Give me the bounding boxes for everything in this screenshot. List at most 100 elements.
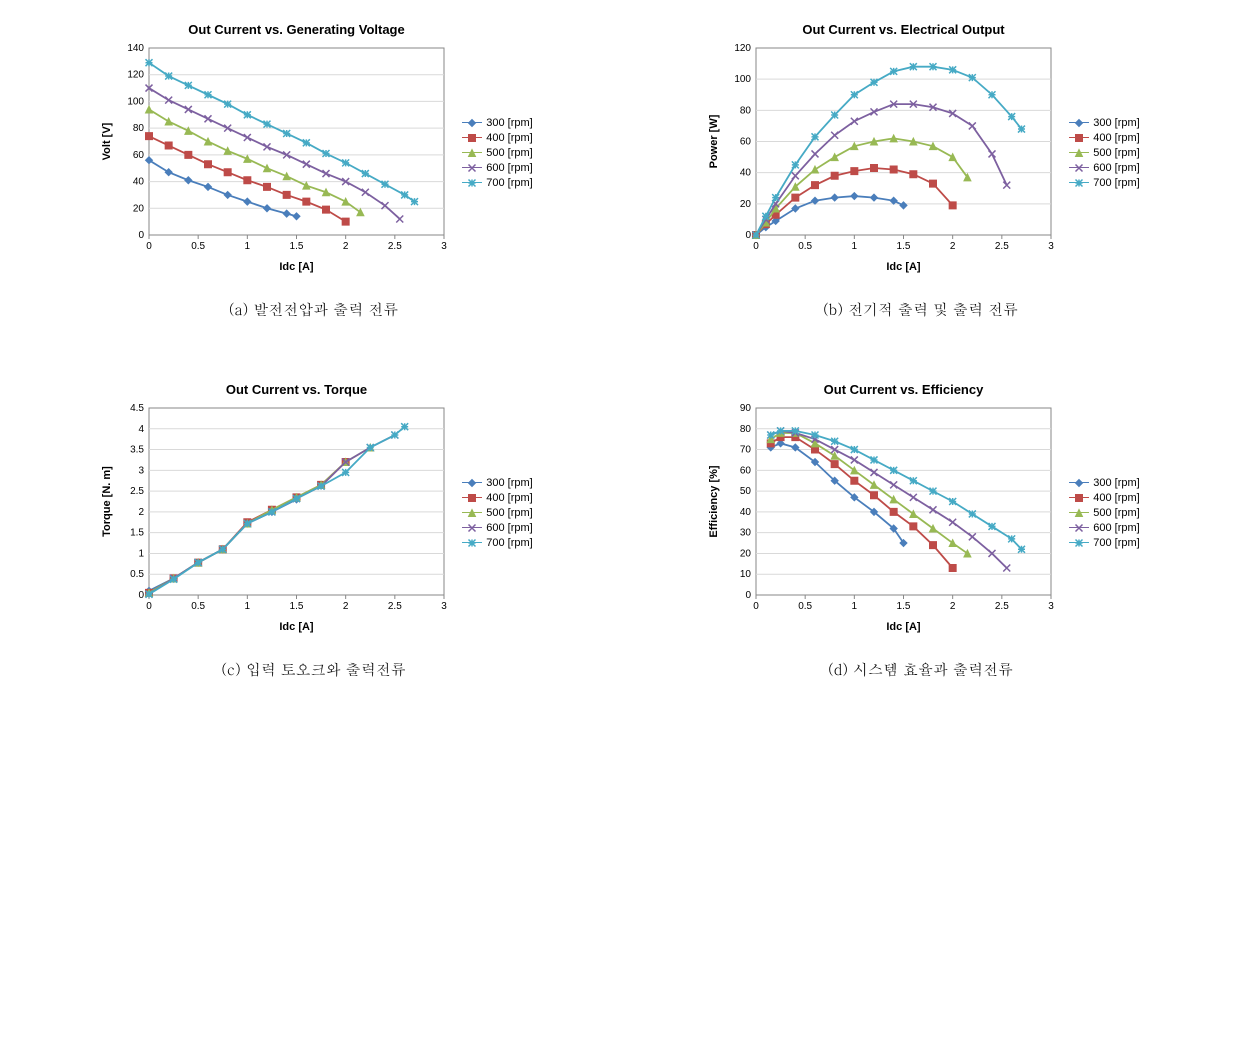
svg-text:10: 10: [740, 569, 752, 580]
svg-text:2.5: 2.5: [388, 241, 402, 252]
svg-text:120: 120: [735, 43, 752, 54]
svg-text:0.5: 0.5: [798, 601, 812, 612]
chart-grid: Out Current vs. Generating Voltage020406…: [20, 20, 1214, 680]
svg-text:20: 20: [740, 548, 752, 559]
legend-item: 400 [rpm]: [1069, 492, 1139, 504]
svg-text:1: 1: [852, 601, 858, 612]
svg-text:80: 80: [740, 424, 752, 435]
legend-item: 600 [rpm]: [462, 522, 532, 534]
caption-b: (b) 전기적 출력 및 출력 전류: [823, 299, 1018, 320]
svg-text:0: 0: [746, 230, 752, 241]
svg-text:0.5: 0.5: [798, 241, 812, 252]
legend-item: 400 [rpm]: [462, 132, 532, 144]
svg-text:Idc [A]: Idc [A]: [887, 261, 922, 273]
legend-item: 600 [rpm]: [1069, 162, 1139, 174]
svg-text:2: 2: [139, 507, 145, 518]
legend-item: 300 [rpm]: [462, 117, 532, 129]
legend-item: 300 [rpm]: [1069, 477, 1139, 489]
svg-text:100: 100: [735, 74, 752, 85]
legend-b: 300 [rpm] 400 [rpm] 500 [rpm] 600 [rpm] 700 …: [1069, 114, 1139, 192]
svg-text:1: 1: [245, 601, 251, 612]
legend-item: 500 [rpm]: [1069, 147, 1139, 159]
svg-text:3: 3: [1048, 241, 1054, 252]
chart-b: Out Current vs. Electrical Output0204060…: [701, 20, 1061, 285]
svg-text:3: 3: [441, 601, 447, 612]
svg-text:Out Current vs. Torque: Out Current vs. Torque: [226, 382, 367, 397]
svg-text:1.5: 1.5: [290, 601, 304, 612]
svg-text:60: 60: [740, 137, 752, 148]
legend-item: 700 [rpm]: [462, 537, 532, 549]
panel-d: Out Current vs. Efficiency01020304050607…: [627, 380, 1214, 680]
svg-text:2.5: 2.5: [388, 601, 402, 612]
svg-text:60: 60: [740, 465, 752, 476]
svg-text:120: 120: [128, 70, 145, 81]
svg-text:2.5: 2.5: [995, 241, 1009, 252]
svg-text:1: 1: [139, 548, 145, 559]
caption-d: (d) 시스템 효율과 출력전류: [828, 659, 1013, 680]
svg-text:80: 80: [740, 105, 752, 116]
legend-item: 600 [rpm]: [1069, 522, 1139, 534]
svg-text:3.5: 3.5: [130, 445, 144, 456]
caption-a: (a) 발전전압과 출력 전류: [229, 299, 398, 320]
svg-text:100: 100: [128, 96, 145, 107]
svg-text:Idc [A]: Idc [A]: [280, 261, 315, 273]
svg-text:70: 70: [740, 445, 752, 456]
legend-item: 500 [rpm]: [1069, 507, 1139, 519]
svg-text:1.5: 1.5: [290, 241, 304, 252]
svg-text:1.5: 1.5: [897, 601, 911, 612]
svg-text:Volt [V]: Volt [V]: [101, 122, 113, 160]
legend-item: 600 [rpm]: [462, 162, 532, 174]
svg-text:Idc [A]: Idc [A]: [280, 621, 315, 633]
svg-text:Out Current vs. Efficiency: Out Current vs. Efficiency: [824, 382, 984, 397]
svg-text:Idc [A]: Idc [A]: [887, 621, 922, 633]
chart-a: Out Current vs. Generating Voltage020406…: [94, 20, 454, 285]
chart-c: Out Current vs. Torque 0 0.5 1 1.5 2 2.5 3 3.5 4 4…: [94, 380, 454, 645]
svg-text:0: 0: [753, 241, 759, 252]
legend-item: 400 [rpm]: [1069, 132, 1139, 144]
svg-text:1.5: 1.5: [897, 241, 911, 252]
svg-text:1: 1: [245, 241, 251, 252]
svg-text:3: 3: [441, 241, 447, 252]
svg-text:4: 4: [139, 424, 145, 435]
caption-c: (c) 입력 토오크와 출력전류: [221, 659, 405, 680]
svg-text:30: 30: [740, 528, 752, 539]
svg-text:90: 90: [740, 403, 752, 414]
chart-d: Out Current vs. Efficiency01020304050607…: [701, 380, 1061, 645]
svg-text:80: 80: [133, 123, 145, 134]
svg-text:0: 0: [139, 230, 145, 241]
svg-text:Power [W]: Power [W]: [708, 114, 720, 168]
svg-text:1: 1: [852, 241, 858, 252]
svg-text:20: 20: [133, 203, 145, 214]
svg-text:60: 60: [133, 150, 145, 161]
svg-text:2.5: 2.5: [130, 486, 144, 497]
legend-a: 300 [rpm]400 [rpm]500 [rpm]600 [rpm]700 …: [462, 114, 532, 192]
svg-text:3: 3: [1048, 601, 1054, 612]
svg-text:40: 40: [740, 168, 752, 179]
svg-text:0: 0: [753, 601, 759, 612]
legend-d: 300 [rpm] 400 [rpm] 500 [rpm] 600 [rpm] 700 …: [1069, 474, 1139, 552]
legend-item: 700 [rpm]: [1069, 177, 1139, 189]
svg-text:2: 2: [950, 241, 956, 252]
legend-item: 500 [rpm]: [462, 507, 532, 519]
svg-text:0.5: 0.5: [191, 601, 205, 612]
legend-item: 300 [rpm]: [1069, 117, 1139, 129]
svg-text:140: 140: [128, 43, 145, 54]
svg-text:Out Current vs. Generating Vol: Out Current vs. Generating Voltage: [189, 22, 405, 37]
svg-text:4.5: 4.5: [130, 403, 144, 414]
svg-text:20: 20: [740, 199, 752, 210]
legend-c: 300 [rpm]400 [rpm]500 [rpm]600 [rpm]700 …: [462, 474, 532, 552]
svg-text:0: 0: [139, 590, 145, 601]
svg-text:3: 3: [139, 465, 145, 476]
legend-item: 700 [rpm]: [1069, 537, 1139, 549]
svg-text:2: 2: [343, 241, 349, 252]
svg-text:2.5: 2.5: [995, 601, 1009, 612]
svg-text:40: 40: [740, 507, 752, 518]
legend-item: 700 [rpm]: [462, 177, 532, 189]
svg-text:1.5: 1.5: [130, 528, 144, 539]
svg-text:Efficiency [%]: Efficiency [%]: [708, 465, 720, 537]
svg-text:50: 50: [740, 486, 752, 497]
svg-text:2: 2: [950, 601, 956, 612]
svg-text:Torque [N. m]: Torque [N. m]: [101, 466, 113, 537]
svg-text:0: 0: [146, 241, 152, 252]
svg-text:0: 0: [746, 590, 752, 601]
